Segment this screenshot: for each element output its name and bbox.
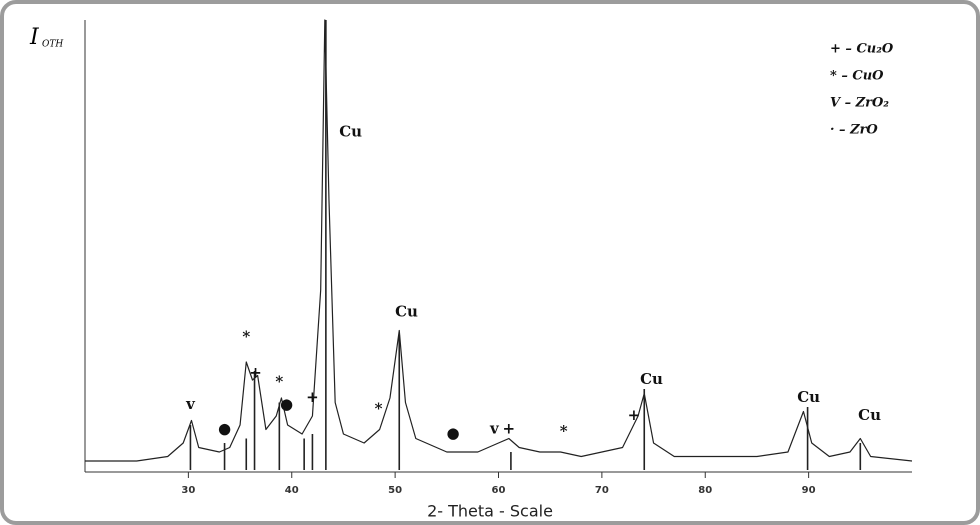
- peak-annotation: Cu: [640, 370, 663, 388]
- x-tick-label: 80: [698, 485, 712, 496]
- peak-annotation: Cu: [858, 406, 881, 424]
- peak-annotation: ●: [446, 424, 459, 442]
- legend: + – Cu₂O * – CuO V – ZrO₂ · – ZrO: [830, 42, 894, 138]
- legend-entry: * – CuO: [830, 69, 884, 84]
- y-axis-label-sub: OTH: [42, 40, 63, 50]
- peak-annotation: +: [503, 420, 516, 438]
- x-tick-label: 60: [492, 485, 506, 496]
- peak-annotation: *: [275, 372, 283, 390]
- peak-annotation: ●: [218, 420, 231, 438]
- peak-annotation: Cu: [339, 123, 362, 141]
- peak-annotation: *: [560, 422, 568, 440]
- x-tick-label: 30: [181, 485, 195, 496]
- peak-annotation: *: [375, 399, 383, 417]
- peak-annotation: ●: [280, 395, 293, 413]
- peak-annotation: +: [249, 363, 262, 381]
- x-tick-label: 40: [285, 485, 299, 496]
- peak-annotation: +: [628, 406, 641, 424]
- peak-annotation: v: [489, 420, 500, 438]
- legend-entry: · – ZrO: [830, 123, 878, 138]
- peak-annotation: *: [242, 327, 250, 345]
- legend-entry: + – Cu₂O: [830, 42, 894, 57]
- peak-annotation: Cu: [797, 388, 820, 406]
- peak-annotation: Cu: [395, 303, 418, 321]
- peak-annotation: v: [185, 395, 196, 413]
- x-axis-label: 2- Theta - Scale: [427, 502, 553, 521]
- x-tick-label: 70: [595, 485, 609, 496]
- x-tick-label: 90: [802, 485, 816, 496]
- xrd-line: [85, 19, 913, 462]
- x-tick-label: 50: [388, 485, 402, 496]
- peak-annotation: +: [306, 388, 319, 406]
- legend-entry: V – ZrO₂: [830, 96, 889, 111]
- y-axis-label: I: [29, 25, 40, 50]
